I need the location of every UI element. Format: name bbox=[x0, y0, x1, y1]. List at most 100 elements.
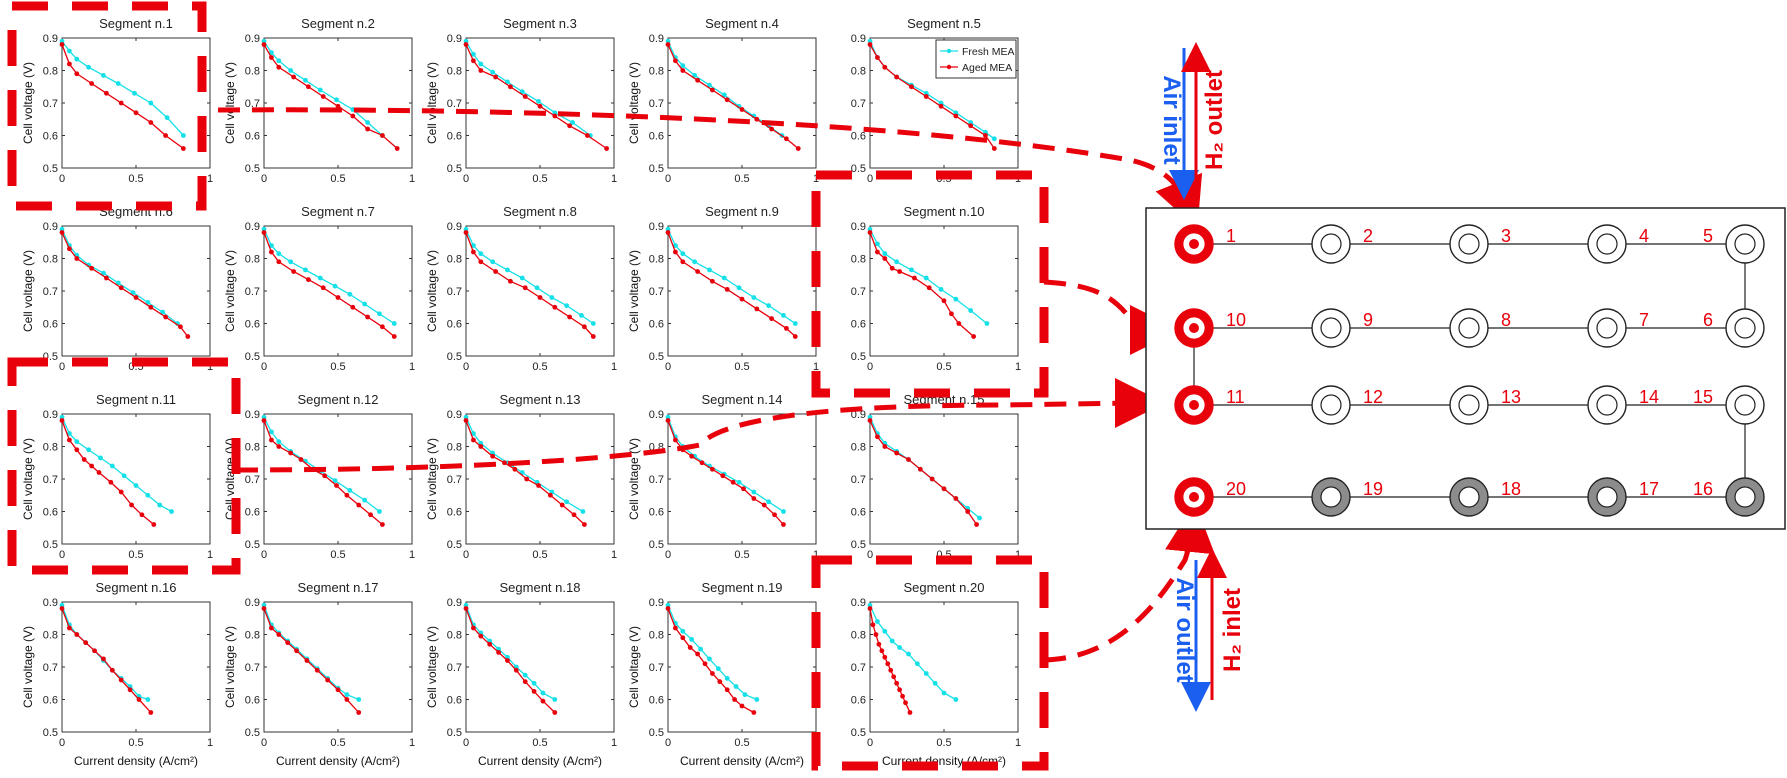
data-point-aged bbox=[754, 116, 760, 122]
data-point-aged bbox=[380, 522, 385, 527]
data-point-aged bbox=[695, 77, 700, 83]
x-tick-label: 1 bbox=[611, 549, 617, 561]
y-axis-label: Cell voltage (V) bbox=[223, 62, 237, 144]
cell-inner-ring bbox=[1596, 486, 1618, 508]
x-tick-label: 0 bbox=[463, 549, 469, 561]
data-point-fresh bbox=[180, 133, 186, 138]
cell-center-dot bbox=[1189, 323, 1199, 333]
chart-title: Segment n.18 bbox=[500, 580, 581, 595]
data-point-fresh bbox=[164, 115, 170, 121]
data-point-fresh bbox=[519, 275, 525, 281]
data-point-fresh bbox=[344, 692, 350, 698]
data-point-aged bbox=[67, 625, 72, 631]
data-point-aged bbox=[531, 688, 537, 694]
x-tick-label: 0 bbox=[867, 549, 873, 561]
data-point-aged bbox=[949, 311, 954, 317]
cell-node-7: 7 bbox=[1587, 308, 1649, 348]
data-point-aged bbox=[552, 304, 558, 310]
data-point-aged bbox=[680, 259, 686, 265]
data-point-aged bbox=[288, 450, 294, 456]
series-line-aged bbox=[465, 44, 607, 150]
data-point-aged bbox=[665, 230, 671, 235]
data-point-fresh bbox=[148, 100, 154, 106]
data-point-aged bbox=[269, 55, 274, 60]
y-tick-label: 0.8 bbox=[851, 630, 866, 642]
chart-title: Segment n.1 bbox=[99, 16, 173, 31]
legend-marker bbox=[946, 64, 952, 70]
y-tick-label: 0.8 bbox=[43, 630, 58, 642]
data-point-aged bbox=[590, 334, 596, 339]
data-point-aged bbox=[772, 512, 777, 518]
series-line-fresh bbox=[263, 229, 395, 325]
y-tick-label: 0.5 bbox=[649, 351, 664, 363]
data-point-fresh bbox=[98, 455, 103, 461]
data-point-aged bbox=[882, 654, 888, 660]
data-point-aged bbox=[699, 460, 705, 466]
data-point-aged bbox=[567, 314, 572, 320]
data-point-fresh bbox=[115, 81, 121, 86]
data-point-aged bbox=[365, 314, 370, 320]
data-point-aged bbox=[294, 648, 299, 654]
data-point-aged bbox=[724, 97, 730, 103]
data-point-fresh bbox=[505, 267, 510, 273]
data-point-aged bbox=[276, 632, 282, 637]
data-point-aged bbox=[710, 671, 715, 676]
data-point-fresh bbox=[736, 479, 742, 485]
plot-area bbox=[61, 601, 211, 733]
data-point-aged bbox=[552, 113, 558, 119]
data-point-aged bbox=[306, 84, 311, 90]
data-point-aged bbox=[493, 74, 498, 80]
data-point-fresh bbox=[742, 692, 748, 698]
cell-inner-ring bbox=[1734, 233, 1756, 255]
y-tick-label: 0.8 bbox=[851, 442, 866, 454]
cell-center-dot bbox=[1189, 400, 1199, 410]
data-point-aged bbox=[380, 324, 385, 330]
cell-node-5: 5 bbox=[1703, 224, 1765, 264]
data-point-fresh bbox=[733, 684, 739, 689]
data-point-aged bbox=[665, 42, 671, 47]
data-point-aged bbox=[322, 473, 328, 479]
plot-area bbox=[263, 601, 413, 733]
data-point-fresh bbox=[169, 509, 174, 514]
y-tick-label: 0.9 bbox=[649, 597, 664, 609]
y-axis-label: Cell voltage (V) bbox=[425, 62, 439, 144]
y-tick-label: 0.9 bbox=[851, 221, 866, 233]
data-point-aged bbox=[673, 437, 678, 443]
data-point-aged bbox=[104, 275, 109, 281]
y-tick-label: 0.5 bbox=[43, 727, 58, 739]
data-point-fresh bbox=[792, 321, 798, 326]
data-point-fresh bbox=[288, 259, 294, 265]
data-point-aged bbox=[148, 710, 154, 715]
cell-inner-ring bbox=[1734, 394, 1756, 416]
data-point-aged bbox=[356, 502, 362, 508]
data-point-aged bbox=[463, 606, 469, 611]
data-point-aged bbox=[118, 489, 124, 495]
cell-number-label: 3 bbox=[1501, 226, 1511, 246]
segment-chart-15: Segment n.150 0.5 10.50.60.70.80.9 bbox=[851, 392, 1021, 561]
data-point-aged bbox=[983, 133, 988, 138]
data-point-aged bbox=[471, 437, 476, 443]
cell-node-10: 10 bbox=[1174, 308, 1246, 348]
y-tick-label: 0.6 bbox=[851, 695, 866, 707]
x-tick-label: 0.5 bbox=[128, 737, 143, 749]
y-tick-label: 0.6 bbox=[447, 131, 462, 143]
y-tick-label: 0.6 bbox=[649, 695, 664, 707]
data-point-aged bbox=[867, 418, 873, 423]
chart-title: Segment n.4 bbox=[705, 16, 779, 31]
data-point-aged bbox=[502, 460, 507, 466]
data-point-fresh bbox=[909, 267, 914, 273]
data-point-aged bbox=[185, 334, 191, 339]
data-point-fresh bbox=[953, 296, 959, 302]
data-point-aged bbox=[59, 42, 65, 47]
chart-title: Segment n.13 bbox=[500, 392, 581, 407]
y-tick-label: 0.9 bbox=[447, 221, 462, 233]
data-point-aged bbox=[178, 324, 183, 330]
cell-number-label: 17 bbox=[1639, 479, 1659, 499]
data-point-aged bbox=[320, 285, 326, 291]
data-point-aged bbox=[882, 444, 888, 449]
cell-inner-ring bbox=[1458, 317, 1480, 339]
